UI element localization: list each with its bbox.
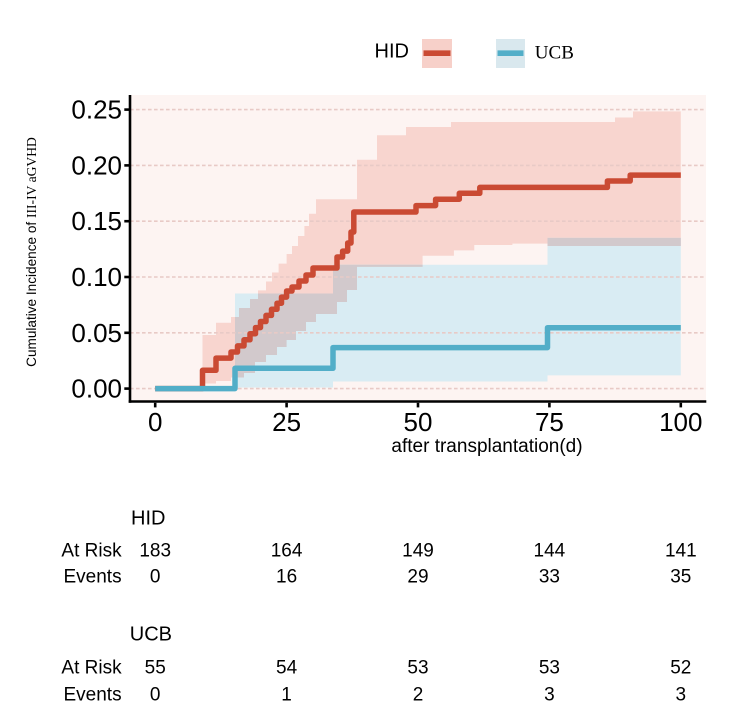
- svg-text:53: 53: [539, 658, 560, 679]
- svg-text:0.10: 0.10: [71, 262, 122, 292]
- svg-text:0.00: 0.00: [71, 374, 122, 404]
- svg-text:16: 16: [276, 567, 297, 588]
- svg-text:183: 183: [139, 541, 171, 562]
- svg-text:0.20: 0.20: [71, 150, 122, 180]
- svg-text:53: 53: [407, 658, 428, 679]
- svg-text:35: 35: [670, 567, 691, 588]
- svg-text:Cumulative Incidence of III-IV: Cumulative Incidence of III-IV aGVHD: [24, 137, 39, 367]
- svg-text:after transplantation(d): after transplantation(d): [391, 436, 582, 457]
- svg-text:25: 25: [272, 407, 301, 437]
- svg-text:At Risk: At Risk: [61, 658, 122, 679]
- svg-text:0: 0: [150, 567, 161, 588]
- svg-text:HID: HID: [131, 508, 165, 530]
- svg-text:HID: HID: [375, 41, 409, 63]
- svg-text:0.15: 0.15: [71, 206, 122, 236]
- svg-text:0: 0: [148, 407, 162, 437]
- svg-text:At Risk: At Risk: [61, 541, 122, 562]
- svg-text:UCB: UCB: [130, 624, 172, 646]
- svg-text:75: 75: [535, 407, 564, 437]
- svg-text:52: 52: [670, 658, 691, 679]
- svg-text:2: 2: [413, 685, 424, 706]
- svg-text:Events: Events: [64, 685, 122, 706]
- svg-text:3: 3: [676, 685, 687, 706]
- svg-text:164: 164: [271, 541, 303, 562]
- svg-text:3: 3: [544, 685, 555, 706]
- svg-text:0.05: 0.05: [71, 318, 122, 348]
- svg-text:141: 141: [665, 541, 697, 562]
- svg-text:Events: Events: [64, 567, 122, 588]
- svg-text:UCB: UCB: [535, 43, 574, 64]
- svg-text:100: 100: [659, 407, 702, 437]
- svg-text:29: 29: [407, 567, 428, 588]
- svg-text:0.25: 0.25: [71, 95, 122, 125]
- svg-text:0: 0: [150, 685, 161, 706]
- svg-text:50: 50: [404, 407, 433, 437]
- svg-text:54: 54: [276, 658, 298, 679]
- svg-text:55: 55: [145, 658, 166, 679]
- svg-text:33: 33: [539, 567, 560, 588]
- svg-text:144: 144: [534, 541, 566, 562]
- svg-text:1: 1: [281, 685, 292, 706]
- svg-text:149: 149: [402, 541, 434, 562]
